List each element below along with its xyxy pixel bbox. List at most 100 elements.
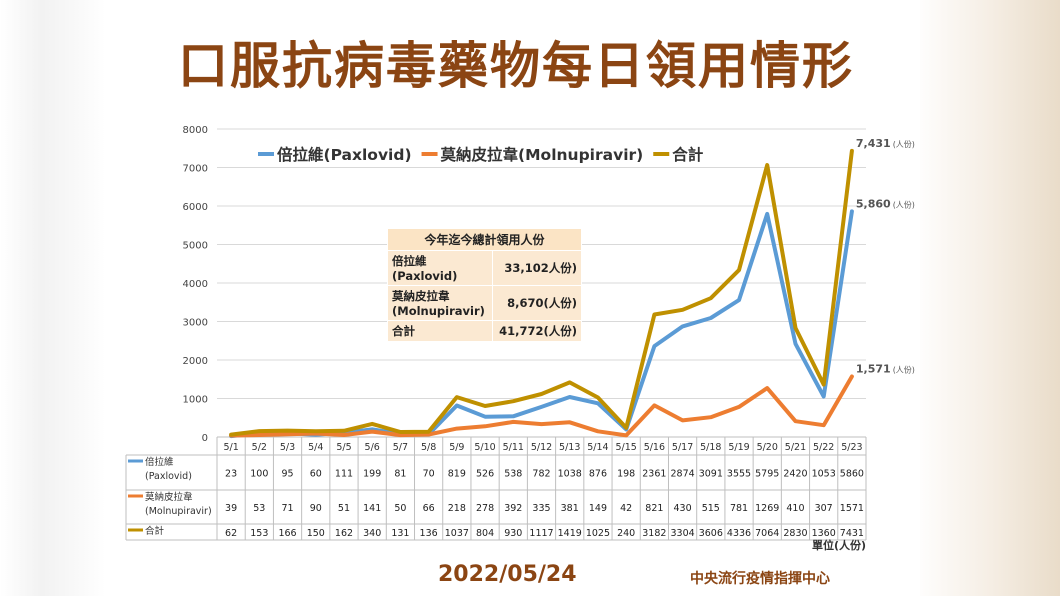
table-cell: 515 <box>702 503 720 514</box>
table-cell: 340 <box>363 528 381 539</box>
legend-label: 合計 <box>672 145 704 164</box>
x-tick-label: 5/16 <box>644 442 665 453</box>
summary-label: 合計 <box>387 320 493 342</box>
data-label: 7,431 (人份) <box>856 137 915 150</box>
x-tick-label: 5/14 <box>587 442 608 453</box>
table-cell: 70 <box>423 469 435 480</box>
table-cell: 278 <box>476 503 494 514</box>
x-tick-label: 5/19 <box>728 442 749 453</box>
x-tick-label: 5/23 <box>841 442 862 453</box>
table-cell: 3091 <box>699 469 723 480</box>
table-cell: 150 <box>307 528 325 539</box>
y-tick-label: 0 <box>202 433 208 444</box>
x-tick-label: 5/20 <box>757 442 778 453</box>
x-tick-label: 5/4 <box>308 442 323 453</box>
summary-title: 今年迄今總計領用人份 <box>387 228 582 251</box>
footer-organization: 中央流行疫情指揮中心 <box>690 571 830 587</box>
table-cell: 7064 <box>755 528 779 539</box>
table-cell: 5860 <box>840 469 864 480</box>
table-cell: 71 <box>281 503 293 514</box>
table-cell: 4336 <box>727 528 751 539</box>
summary-label: 莫納皮拉韋 (Molnupiravir) <box>387 285 493 321</box>
table-cell: 1360 <box>812 528 836 539</box>
table-cell: 804 <box>476 528 494 539</box>
summary-value: 8,670(人份) <box>491 285 583 321</box>
table-cell: 2874 <box>670 469 694 480</box>
table-cell: 240 <box>617 528 635 539</box>
x-tick-label: 5/7 <box>393 442 408 453</box>
table-cell: 1053 <box>812 469 836 480</box>
table-cell: 1037 <box>445 528 469 539</box>
table-cell: 782 <box>532 469 550 480</box>
table-cell: 410 <box>786 503 804 514</box>
table-cell: 381 <box>561 503 579 514</box>
table-cell: 821 <box>645 503 663 514</box>
legend-label: 倍拉維(Paxlovid) <box>277 145 412 164</box>
table-cell: 95 <box>281 469 293 480</box>
table-cell: 335 <box>532 503 550 514</box>
summary-value: 41,772(人份) <box>491 320 583 342</box>
y-tick-label: 4000 <box>183 279 208 290</box>
table-cell: 53 <box>253 503 265 514</box>
table-cell: 81 <box>394 469 406 480</box>
y-tick-label: 6000 <box>183 202 208 213</box>
table-series-label: 合計 <box>145 525 165 537</box>
page-title: 口服抗病毒藥物每日領用情形 <box>178 37 854 95</box>
x-tick-label: 5/12 <box>531 442 552 453</box>
table-cell: 7431 <box>840 528 864 539</box>
table-cell: 131 <box>391 528 409 539</box>
table-cell: 218 <box>448 503 466 514</box>
x-tick-label: 5/2 <box>252 442 267 453</box>
table-cell: 876 <box>589 469 607 480</box>
table-cell: 1571 <box>840 503 864 514</box>
table-cell: 66 <box>423 503 435 514</box>
unit-label: 單位(人份) <box>812 539 867 552</box>
summary-row-total: 合計 41,772(人份) <box>387 320 583 342</box>
y-tick-label: 1000 <box>183 395 208 406</box>
table-cell: 162 <box>335 528 353 539</box>
x-tick-label: 5/5 <box>336 442 351 453</box>
table-series-label: 倍拉維 <box>145 456 174 468</box>
table-cell: 23 <box>225 469 237 480</box>
table-cell: 198 <box>617 469 635 480</box>
data-label: 1,571 (人份) <box>856 363 915 376</box>
x-tick-label: 5/18 <box>700 442 721 453</box>
y-tick-label: 8000 <box>183 125 208 136</box>
x-tick-label: 5/9 <box>449 442 464 453</box>
table-cell: 62 <box>225 528 237 539</box>
x-tick-label: 5/22 <box>813 442 834 453</box>
x-tick-label: 5/21 <box>785 442 806 453</box>
x-tick-label: 5/15 <box>615 442 636 453</box>
table-cell: 90 <box>310 503 322 514</box>
y-tick-label: 7000 <box>183 164 208 175</box>
table-cell: 1025 <box>586 528 610 539</box>
table-cell: 1419 <box>558 528 582 539</box>
table-series-label: (Molnupiravir) <box>145 506 212 517</box>
table-cell: 5795 <box>755 469 779 480</box>
table-cell: 3182 <box>642 528 666 539</box>
series-line <box>229 148 854 437</box>
table-cell: 3555 <box>727 469 751 480</box>
table-cell: 39 <box>225 503 237 514</box>
footer-date: 2022/05/24 <box>438 562 577 587</box>
x-tick-label: 5/17 <box>672 442 693 453</box>
x-tick-label: 5/6 <box>365 442 380 453</box>
summary-table: 今年迄今總計領用人份 倍拉維 (Paxlovid) 33,102人份) 莫納皮拉… <box>387 228 583 342</box>
table-cell: 430 <box>674 503 692 514</box>
summary-row-paxlovid: 倍拉維 (Paxlovid) 33,102人份) <box>387 250 583 286</box>
series-line <box>229 374 854 438</box>
y-tick-label: 2000 <box>183 356 208 367</box>
table-cell: 149 <box>589 503 607 514</box>
table-cell: 1117 <box>529 528 553 539</box>
table-cell: 153 <box>250 528 268 539</box>
table-cell: 50 <box>394 503 406 514</box>
table-series-label: 莫納皮拉韋 <box>145 491 193 503</box>
summary-label: 倍拉維 (Paxlovid) <box>387 250 493 286</box>
data-label: 5,860 (人份) <box>856 197 915 210</box>
summary-value: 33,102人份) <box>491 250 583 286</box>
table-cell: 930 <box>504 528 522 539</box>
table-cell: 819 <box>448 469 466 480</box>
table-cell: 526 <box>476 469 494 480</box>
x-tick-label: 5/1 <box>223 442 238 453</box>
